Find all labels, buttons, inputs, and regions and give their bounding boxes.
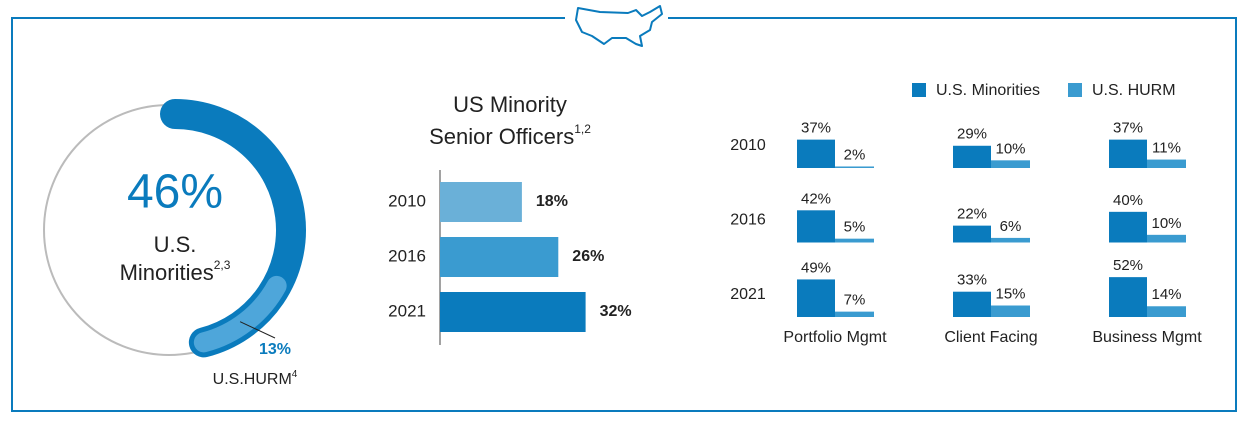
bar — [797, 279, 835, 317]
bar — [991, 237, 1030, 243]
value-label: 26% — [572, 248, 604, 265]
bar — [991, 305, 1030, 317]
bar — [1109, 277, 1147, 317]
bar — [797, 210, 835, 243]
bar — [835, 166, 874, 168]
row-label: 2016 — [730, 212, 766, 229]
x-tick-label: Business Mgmt — [1092, 329, 1202, 346]
value-label: 14% — [1151, 286, 1181, 303]
value-label: 33% — [957, 272, 987, 289]
y-tick-label: 2016 — [388, 246, 426, 265]
chart-title: Senior Officers1,2 — [429, 122, 591, 149]
value-label: 40% — [1113, 192, 1143, 209]
value-label: 2% — [844, 146, 866, 163]
chart-title-superscript: 1,2 — [574, 122, 591, 136]
bar — [440, 292, 586, 332]
main-value-label: 46% — [127, 166, 223, 219]
bar — [953, 291, 991, 317]
value-label: 5% — [844, 219, 866, 236]
legend-swatch — [1068, 83, 1082, 97]
value-label: 32% — [600, 303, 632, 320]
sub-value-label: 13% — [259, 341, 291, 358]
bar — [1109, 211, 1147, 243]
main-label-line: U.S. — [154, 232, 197, 257]
main-label-text: Minorities — [120, 260, 214, 285]
value-label: 6% — [1000, 218, 1022, 235]
value-label: 29% — [957, 126, 987, 143]
bar — [835, 311, 874, 317]
value-label: 15% — [995, 285, 1025, 302]
row-label: 2010 — [730, 137, 766, 154]
main-label: Minorities2,3 — [120, 258, 231, 285]
value-label: 11% — [1152, 140, 1181, 157]
value-label: 42% — [801, 190, 831, 207]
main-label-superscript: 2,3 — [214, 258, 231, 272]
value-label: 18% — [536, 193, 568, 210]
x-tick-label: Portfolio Mgmt — [783, 329, 887, 346]
us-map-icon — [575, 5, 663, 47]
sub-label: U.S.HURM4 — [213, 369, 298, 389]
bar — [440, 182, 522, 222]
value-label: 7% — [844, 292, 866, 309]
bar — [797, 139, 835, 168]
bar — [440, 237, 559, 277]
bar — [953, 145, 991, 168]
bar — [1147, 306, 1186, 317]
value-label: 10% — [995, 140, 1025, 157]
chart-title: US Minority — [453, 92, 567, 117]
legend-label: U.S. Minorities — [936, 82, 1040, 99]
value-label: 49% — [801, 259, 831, 276]
value-label: 37% — [1113, 120, 1143, 137]
x-tick-label: Client Facing — [944, 329, 1037, 346]
bar — [991, 160, 1030, 168]
value-label: 22% — [957, 206, 987, 223]
value-label: 52% — [1113, 257, 1143, 274]
sub-label-text: U.S.HURM — [213, 371, 292, 388]
chart-title-text: Senior Officers — [429, 124, 574, 149]
leader-line — [239, 321, 276, 339]
value-label: 37% — [801, 120, 831, 137]
bar — [953, 225, 991, 243]
frame — [11, 17, 1237, 412]
legend-label: U.S. HURM — [1092, 82, 1176, 99]
y-tick-label: 2010 — [388, 191, 426, 210]
bar — [1147, 234, 1186, 243]
chart-title-text: US Minority — [453, 92, 567, 117]
y-tick-label: 2021 — [388, 301, 426, 320]
sub-label-superscript: 4 — [292, 369, 298, 380]
donut-sub-arc — [193, 275, 287, 353]
bar — [1147, 159, 1186, 168]
bar — [835, 238, 874, 243]
row-label: 2021 — [730, 286, 766, 303]
bar — [1109, 139, 1147, 168]
value-label: 10% — [1151, 215, 1181, 232]
legend-swatch — [912, 83, 926, 97]
